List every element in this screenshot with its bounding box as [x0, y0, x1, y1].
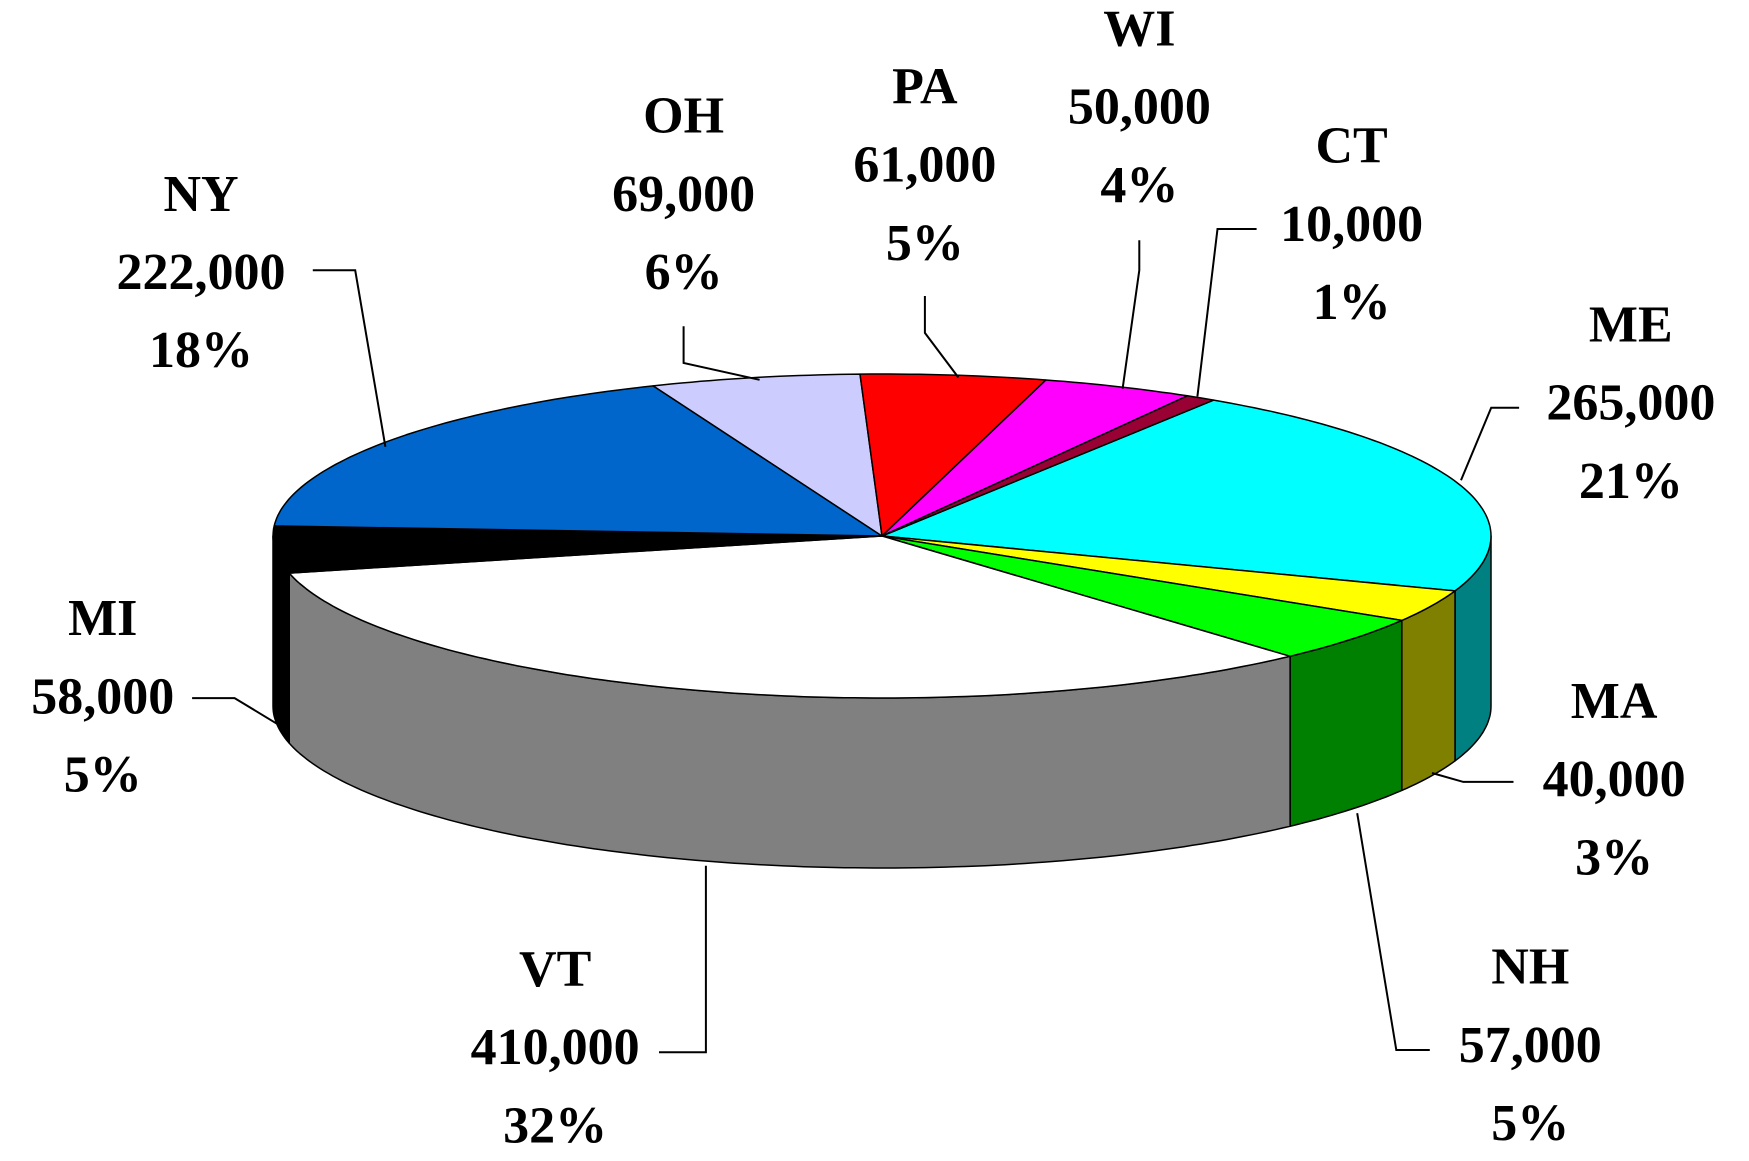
- slice-share: 21%: [1579, 453, 1683, 510]
- leader-line: [923, 296, 960, 379]
- leader-line: [192, 697, 278, 725]
- slice-share: 18%: [149, 322, 253, 379]
- slice-value: 58,000: [31, 668, 174, 725]
- slice-name: WI: [1103, 0, 1175, 57]
- slice-name: ME: [1589, 296, 1673, 353]
- slice-name: MA: [1571, 673, 1658, 730]
- slice-side: [1401, 590, 1456, 792]
- slice-name: OH: [643, 88, 724, 145]
- leader-line: [1460, 406, 1520, 481]
- slice-value: 222,000: [117, 244, 286, 301]
- slice-value: 40,000: [1543, 751, 1686, 808]
- slice-name: CT: [1315, 118, 1387, 175]
- slice-share: 5%: [1491, 1095, 1569, 1152]
- slice: [881, 535, 1456, 622]
- slice: [881, 399, 1492, 592]
- leader-line: [1356, 813, 1430, 1051]
- slice-share: 32%: [503, 1097, 607, 1154]
- leader-line: [312, 269, 387, 447]
- slice-value: 61,000: [853, 137, 996, 194]
- slice-name: NH: [1491, 939, 1569, 996]
- slice: [288, 535, 1291, 699]
- slice-value: 410,000: [471, 1019, 640, 1076]
- slice: [881, 395, 1215, 537]
- slice-name: PA: [892, 59, 958, 116]
- slice-share: 3%: [1575, 829, 1653, 886]
- leader-line: [1431, 772, 1514, 783]
- slice-share: 5%: [886, 215, 964, 272]
- slice-share: 1%: [1313, 274, 1391, 331]
- slice: [272, 525, 883, 574]
- slice: [859, 373, 1047, 537]
- slice: [652, 373, 883, 537]
- slice-share: 4%: [1100, 157, 1178, 214]
- slice-value: 10,000: [1280, 196, 1423, 253]
- slice-name: MI: [68, 590, 137, 647]
- slice-value: 57,000: [1459, 1017, 1602, 1074]
- slice-name: NY: [164, 166, 239, 223]
- slice-share: 6%: [645, 244, 723, 301]
- leader-line: [1121, 240, 1141, 389]
- slice-value: 265,000: [1546, 375, 1715, 432]
- leader-line: [682, 326, 760, 381]
- leader-line: [1196, 228, 1257, 397]
- leader-line: [659, 865, 707, 1054]
- slice: [881, 379, 1189, 537]
- slice: [881, 535, 1403, 658]
- slice-value: 50,000: [1068, 79, 1211, 136]
- slice-value: 69,000: [612, 166, 755, 223]
- slice-share: 5%: [64, 747, 142, 804]
- slice: [273, 385, 883, 537]
- slice-name: VT: [519, 941, 591, 998]
